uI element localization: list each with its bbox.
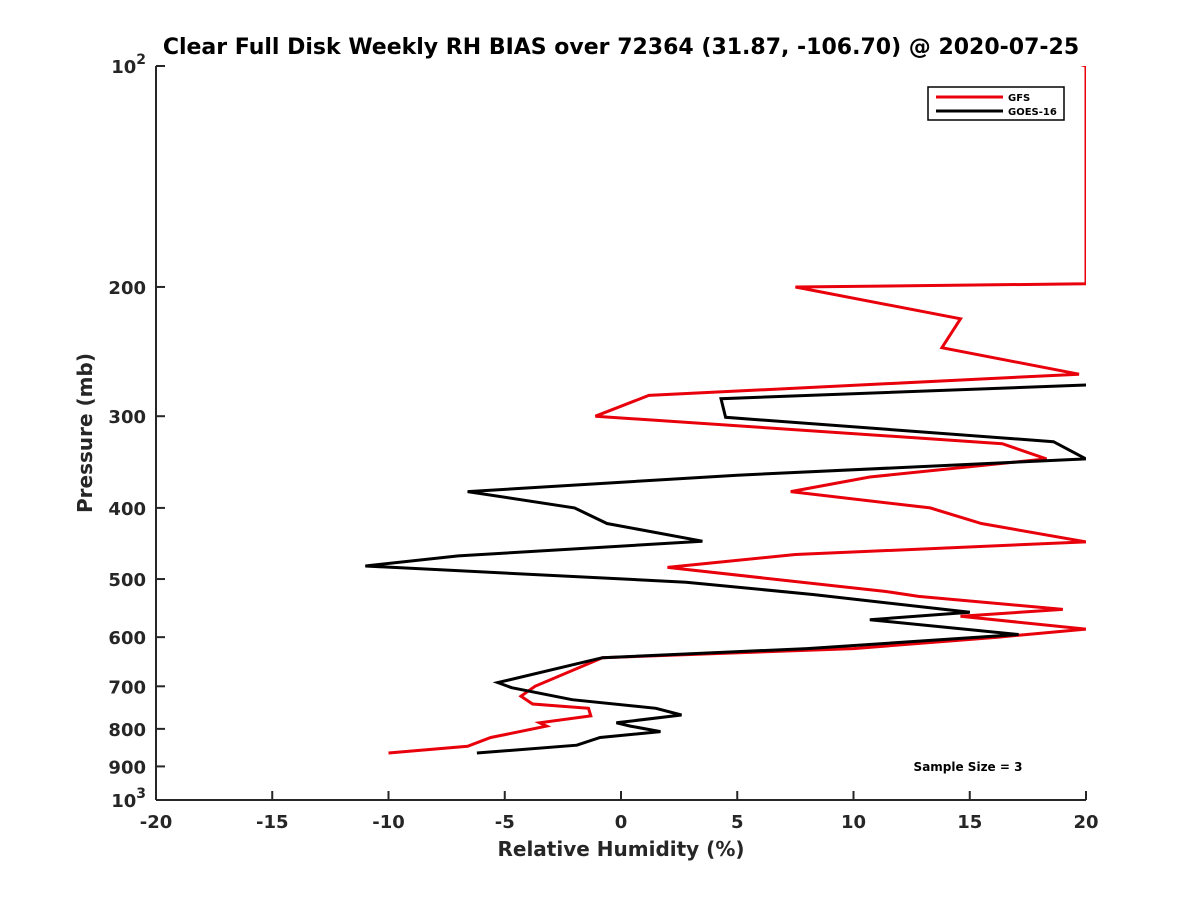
series-line-gfs — [388, 66, 1086, 755]
y-tick-label: 800 — [108, 720, 146, 741]
legend: GFS GOES-16 — [927, 86, 1065, 121]
x-tick-label: 5 — [731, 812, 744, 833]
x-tick-label: 0 — [615, 812, 628, 833]
x-tick-label: -5 — [495, 812, 515, 833]
y-tick-label: 200 — [108, 278, 146, 299]
y-axis-label: Pressure (mb) — [73, 353, 97, 513]
legend-label-gfs: GFS — [1008, 93, 1030, 104]
y-tick-label: 900 — [108, 757, 146, 778]
x-tick-label: 20 — [1073, 812, 1098, 833]
chart-title: Clear Full Disk Weekly RH BIAS over 7236… — [163, 35, 1079, 60]
x-tick-label: -10 — [372, 812, 405, 833]
y-tick-label: 400 — [108, 499, 146, 520]
y-tick-label: 700 — [108, 677, 146, 698]
y-tick-label: 300 — [108, 407, 146, 428]
legend-label-goes-16: GOES-16 — [1008, 107, 1057, 118]
legend-box — [927, 86, 1065, 121]
x-tick-label: -20 — [140, 812, 173, 833]
y-tick-label: 500 — [108, 570, 146, 591]
x-axis-label: Relative Humidity (%) — [497, 837, 744, 861]
series-line-goes-16 — [365, 383, 1086, 755]
y-tick-label: 102 — [111, 52, 146, 78]
plot-area — [365, 66, 1086, 755]
y-tick-label: 103 — [111, 786, 146, 812]
x-tick-label: -15 — [256, 812, 289, 833]
x-tick-label: 10 — [841, 812, 866, 833]
y-tick-label: 600 — [108, 628, 146, 649]
x-tick-label: 15 — [957, 812, 982, 833]
sample-size-annotation: Sample Size = 3 — [914, 760, 1023, 774]
axes: -20 -15 -10 -5 0 5 10 15 20 102 200 300 400 500 600 700… — [108, 52, 1098, 833]
